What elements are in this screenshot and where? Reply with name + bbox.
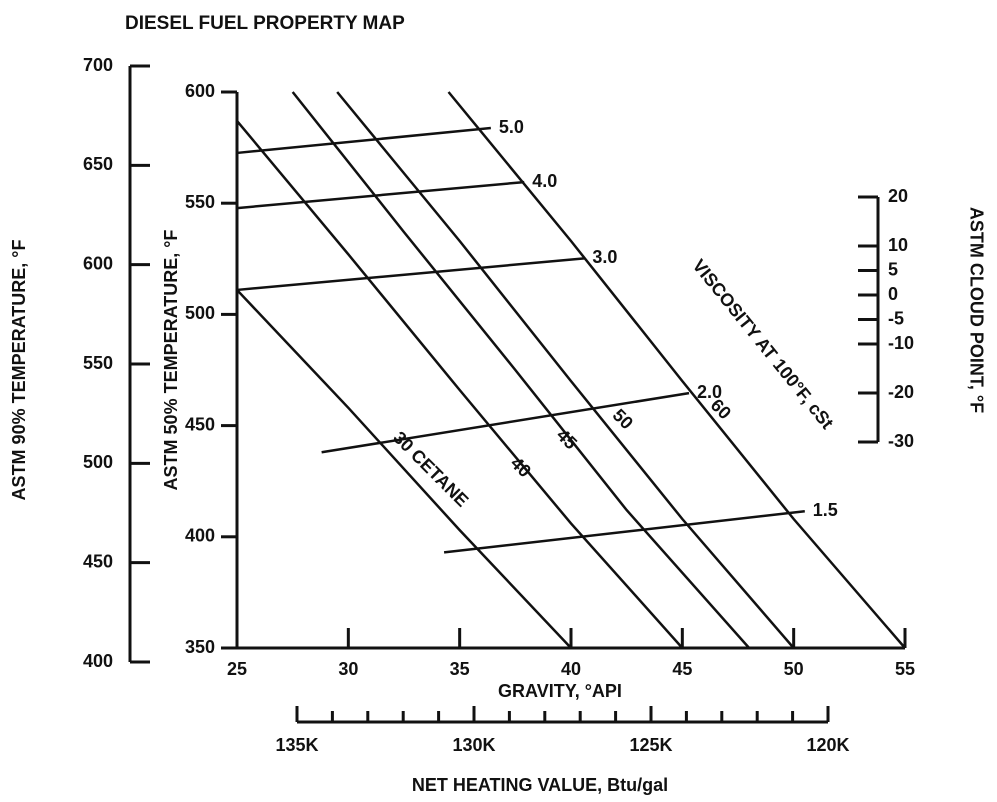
- y-axis-label: ASTM 50% TEMPERATURE, °F: [161, 230, 181, 491]
- temp90-tick-label: 500: [83, 452, 113, 472]
- viscosity-line: [236, 126, 491, 155]
- viscosity-label: 5.0: [499, 117, 524, 137]
- cetane-curve: [236, 120, 684, 649]
- viscosity-line: [321, 391, 690, 454]
- viscosity-label: 1.5: [813, 500, 838, 520]
- cloud-axis-label: ASTM CLOUD POINT, °F: [966, 207, 986, 413]
- heating-tick-label: 125K: [629, 735, 672, 755]
- y-tick-label: 500: [185, 303, 215, 323]
- cetane-curve: [336, 91, 795, 649]
- y-tick-label: 450: [185, 414, 215, 434]
- viscosity-label: 3.0: [592, 247, 617, 267]
- cloud-tick-label: 5: [888, 259, 898, 279]
- x-tick-label: 55: [895, 659, 915, 679]
- temp90-tick-label: 450: [83, 551, 113, 571]
- cetane-label: 50: [609, 405, 637, 433]
- temp90-tick-label: 550: [83, 353, 113, 373]
- temp90-axis-label: ASTM 90% TEMPERATURE, °F: [9, 240, 29, 501]
- y-tick-label: 550: [185, 192, 215, 212]
- viscosity-line: [236, 180, 525, 210]
- cetane-curve: [447, 91, 906, 649]
- x-tick-label: 50: [784, 659, 804, 679]
- y-tick-label: 350: [185, 637, 215, 657]
- y-tick-label: 400: [185, 526, 215, 546]
- viscosity-line: [236, 257, 585, 292]
- heating-tick-label: 120K: [806, 735, 849, 755]
- x-tick-label: 35: [450, 659, 470, 679]
- cloud-tick-label: 20: [888, 186, 908, 206]
- x-tick-label: 40: [561, 659, 581, 679]
- cloud-tick-label: -10: [888, 333, 914, 353]
- x-tick-label: 30: [338, 659, 358, 679]
- viscosity-line: [443, 509, 805, 554]
- cetane-curve: [236, 289, 572, 649]
- viscosity-label: 4.0: [532, 171, 557, 191]
- temp90-tick-label: 600: [83, 253, 113, 273]
- heating-axis-label: NET HEATING VALUE, Btu/gal: [412, 775, 668, 795]
- cloud-tick-label: 0: [888, 284, 898, 304]
- x-tick-label: 25: [227, 659, 247, 679]
- viscosity-label: 2.0: [697, 382, 722, 402]
- temp90-tick-label: 700: [83, 55, 113, 75]
- cloud-tick-label: -30: [888, 431, 914, 451]
- x-axis-label: GRAVITY, °API: [498, 681, 622, 701]
- heating-tick-label: 135K: [275, 735, 318, 755]
- heating-tick-label: 130K: [452, 735, 495, 755]
- temp90-tick-label: 650: [83, 154, 113, 174]
- temp90-tick-label: 400: [83, 651, 113, 671]
- cloud-tick-label: -20: [888, 382, 914, 402]
- chart-title: DIESEL FUEL PROPERTY MAP: [125, 13, 405, 34]
- cloud-tick-label: 10: [888, 235, 908, 255]
- x-tick-label: 45: [672, 659, 692, 679]
- cloud-tick-label: -5: [888, 308, 904, 328]
- y-tick-label: 600: [185, 81, 215, 101]
- cetane-curve: [291, 91, 751, 649]
